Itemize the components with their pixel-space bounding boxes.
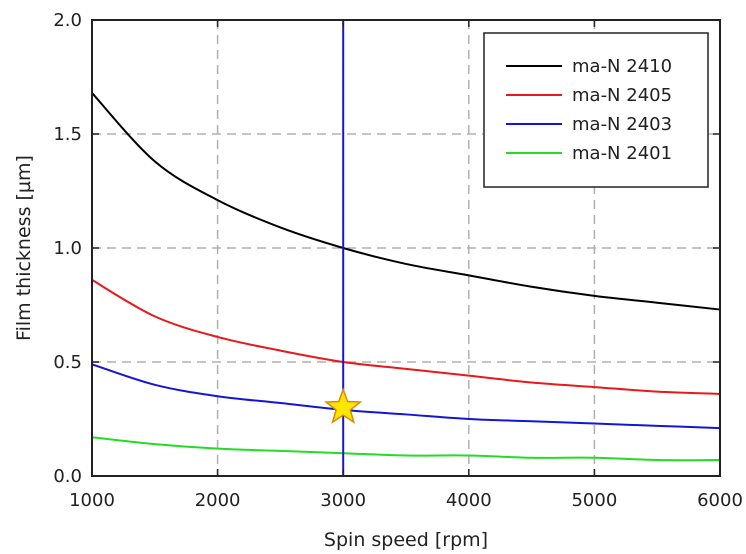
tick-labels: 1000 2000 3000 4000 5000 6000 0.0 0.5 1.0 1.5 2.0 — [53, 10, 743, 511]
legend-box — [483, 32, 709, 188]
y-tick-label: 0.5 — [53, 352, 82, 373]
x-tick-label: 4000 — [446, 490, 492, 511]
x-tick-label: 1000 — [69, 490, 115, 511]
legend: ma-N 2410 ma-N 2405 ma-N 2403 ma-N 2401 — [483, 32, 709, 188]
y-tick-label: 1.5 — [53, 124, 82, 145]
legend-label: ma-N 2405 — [572, 85, 672, 106]
series-line — [91, 92, 721, 311]
x-tick-label: 5000 — [571, 490, 617, 511]
series-line — [91, 436, 721, 462]
legend-label: ma-N 2401 — [572, 143, 672, 164]
star-marker — [324, 387, 363, 424]
y-tick-label: 0.0 — [53, 466, 82, 487]
x-tick-label: 6000 — [697, 490, 743, 511]
series-lines — [91, 92, 721, 462]
x-axis-title: Spin speed [rpm] — [324, 529, 488, 551]
axis-ticks — [91, 19, 721, 477]
y-axis-title: Film thickness [µm] — [13, 155, 35, 341]
legend-label: ma-N 2410 — [572, 56, 672, 77]
y-tick-label: 1.0 — [53, 238, 82, 259]
x-tick-label: 3000 — [320, 490, 366, 511]
annotations — [324, 20, 363, 476]
series-line — [91, 279, 721, 395]
x-tick-label: 2000 — [195, 490, 241, 511]
series-line — [91, 363, 721, 430]
y-tick-label: 2.0 — [53, 10, 82, 31]
legend-label: ma-N 2403 — [572, 114, 672, 135]
